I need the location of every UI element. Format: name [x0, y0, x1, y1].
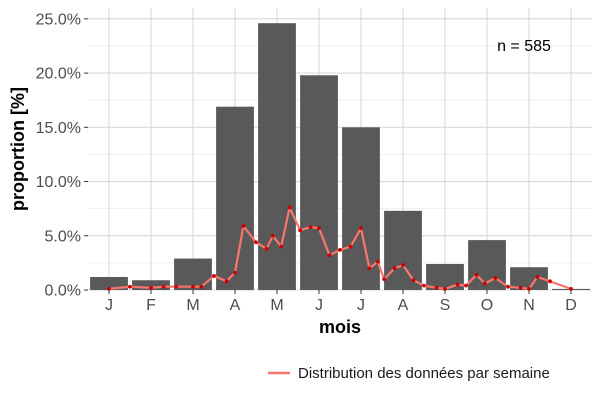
line-point — [506, 284, 510, 289]
x-tick-label: N — [523, 297, 535, 314]
line-point — [298, 228, 302, 233]
line-point — [569, 287, 573, 291]
bar-2 — [132, 280, 170, 290]
line-point — [392, 266, 397, 271]
line-point — [455, 282, 460, 287]
line-point — [518, 285, 523, 290]
bar-5 — [258, 23, 296, 290]
x-tick-label: S — [440, 297, 451, 314]
line-point — [493, 276, 498, 280]
line-point — [241, 224, 246, 228]
line-point — [199, 284, 204, 289]
line-point — [107, 287, 111, 291]
y-axis-ticks: 0.0% 5.0% 10.0% 15.0% 20.0% 25.0% — [36, 11, 88, 300]
y-axis-title: proportion [%] — [8, 87, 28, 211]
x-tick-label: J — [105, 297, 113, 314]
line-point — [264, 246, 269, 251]
bar-11 — [510, 267, 548, 290]
x-axis-title: mois — [319, 317, 361, 337]
line-point — [443, 287, 447, 291]
line-point — [535, 275, 540, 279]
line-point — [270, 233, 275, 238]
line-point — [401, 263, 405, 267]
line-point — [212, 274, 216, 278]
line-point — [287, 205, 292, 210]
x-tick-label: A — [398, 297, 409, 314]
x-tick-label: M — [270, 297, 283, 314]
line-point — [279, 244, 284, 249]
line-point — [367, 266, 372, 271]
line-point — [233, 270, 237, 275]
bars — [90, 23, 590, 290]
bar-1 — [90, 276, 128, 290]
line-point — [434, 285, 439, 290]
line-point — [317, 226, 321, 231]
line-point — [359, 226, 363, 231]
legend: Distribution des données par semaine — [268, 365, 550, 382]
x-tick-label: J — [315, 297, 323, 314]
bar-6 — [300, 75, 338, 290]
line-point — [128, 284, 132, 289]
y-tick-label: 0.0% — [45, 283, 81, 300]
x-tick-label: D — [565, 297, 577, 314]
sample-size-annotation: n = 585 — [497, 38, 551, 55]
bar-4 — [216, 106, 254, 290]
y-tick-label: 20.0% — [36, 66, 81, 83]
line-point — [338, 247, 342, 252]
line-point — [161, 284, 166, 289]
line-point — [483, 281, 487, 286]
line-point — [411, 278, 416, 283]
x-tick-label: M — [186, 297, 199, 314]
line-point — [327, 253, 332, 258]
bar-7 — [342, 127, 380, 290]
line-point — [464, 283, 468, 288]
x-tick-label: F — [146, 297, 156, 314]
line-point — [527, 287, 531, 291]
line-point — [375, 259, 380, 264]
line-point — [382, 277, 386, 282]
x-tick-label: O — [481, 297, 493, 314]
weekly-distribution-line — [107, 205, 573, 291]
bar-3 — [174, 258, 212, 290]
x-tick-label: A — [230, 297, 241, 314]
bar-8 — [384, 210, 422, 290]
y-tick-label: 15.0% — [36, 120, 81, 137]
line-point — [149, 285, 153, 290]
line-point — [254, 240, 258, 245]
line-point — [422, 283, 426, 288]
legend-label: Distribution des données par semaine — [298, 365, 550, 382]
line-point — [308, 225, 313, 229]
y-tick-label: 10.0% — [36, 174, 81, 191]
line-point — [191, 284, 195, 289]
line-point — [224, 279, 229, 284]
y-tick-label: 5.0% — [45, 228, 81, 245]
line-point — [474, 272, 479, 277]
x-tick-label: J — [357, 297, 365, 314]
line-point — [548, 279, 552, 284]
y-tick-label: 25.0% — [36, 11, 81, 28]
line-point — [348, 244, 353, 249]
line-point — [174, 284, 179, 289]
